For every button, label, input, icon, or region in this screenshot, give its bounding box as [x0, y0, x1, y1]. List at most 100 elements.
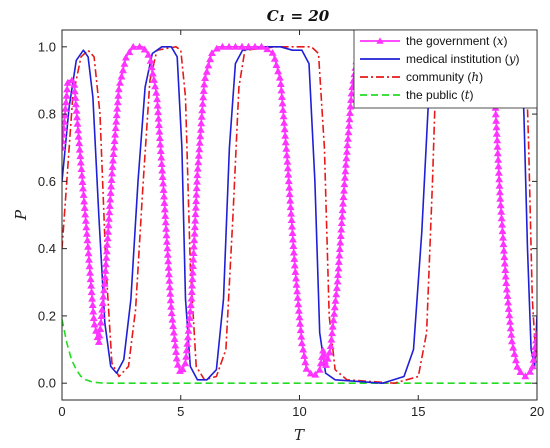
series-marker-government — [86, 268, 95, 276]
series-marker-government — [280, 125, 289, 133]
series-marker-government — [155, 121, 163, 129]
series-marker-government — [101, 273, 110, 281]
series-marker-government — [89, 307, 98, 315]
series-marker-government — [76, 152, 85, 160]
series-marker-government — [342, 154, 351, 162]
series-marker-government — [67, 76, 76, 84]
series-marker-government — [192, 197, 201, 205]
series-marker-government — [191, 203, 200, 211]
series-marker-government — [328, 329, 337, 337]
series-marker-government — [194, 158, 203, 166]
series-marker-government — [129, 42, 138, 50]
series-marker-government — [162, 237, 171, 245]
series-marker-government — [295, 313, 304, 321]
series-marker-government — [280, 118, 289, 126]
series-marker-government — [509, 343, 518, 351]
series-marker-government — [251, 42, 259, 50]
series-marker-government — [339, 199, 347, 207]
series-marker-government — [306, 369, 315, 377]
y-tick-label: 0.8 — [38, 107, 56, 122]
series-marker-government — [191, 210, 200, 218]
series-marker-government — [114, 85, 123, 93]
series-marker-government — [491, 110, 500, 118]
series-marker-government — [62, 124, 68, 132]
series-marker-government — [244, 42, 253, 50]
series-marker-government — [277, 86, 286, 94]
series-marker-government — [281, 131, 290, 139]
series-marker-government — [326, 342, 335, 349]
series-marker-government — [335, 245, 344, 252]
series-marker-government — [81, 216, 90, 224]
series-marker-government — [231, 42, 240, 50]
series-marker-government — [288, 222, 296, 230]
series-marker-government — [202, 67, 211, 75]
series-marker-government — [167, 302, 176, 310]
series-marker-government — [346, 102, 355, 110]
series-marker-government — [332, 290, 341, 298]
series-marker-government — [345, 115, 354, 123]
legend-marker-icon — [376, 37, 384, 44]
series-marker-government — [85, 255, 93, 263]
series-marker-government — [297, 339, 306, 347]
series-marker-government — [119, 66, 127, 74]
series-marker-government — [96, 325, 105, 332]
series-marker-government — [113, 104, 122, 112]
series-marker-government — [173, 360, 182, 368]
series-marker-government — [97, 312, 106, 319]
series-marker-government — [195, 145, 204, 153]
series-marker-government — [338, 212, 347, 220]
series-marker-government — [325, 348, 334, 356]
series-marker-government — [503, 292, 512, 299]
series-marker-government — [189, 262, 197, 269]
series-marker-government — [166, 289, 175, 297]
series-marker-government — [341, 167, 350, 175]
series-marker-government — [336, 232, 345, 239]
series-marker-government — [493, 149, 502, 157]
ticks-layer: 0 5 10 15 20 0.0 0.2 0.4 0.6 0.8 1.0 — [38, 30, 544, 419]
series-marker-government — [165, 283, 174, 291]
x-tick-label: 5 — [177, 404, 184, 419]
series-marker-government — [159, 186, 168, 193]
series-marker-government — [496, 201, 505, 209]
series-marker-government — [161, 218, 170, 226]
series-marker-government — [164, 263, 173, 271]
y-axis-title: P — [12, 209, 30, 221]
series-marker-government — [76, 158, 85, 166]
series-marker-government — [301, 358, 310, 366]
legend-label-the-government: the government (x) — [406, 34, 508, 48]
series-marker-government — [499, 233, 507, 241]
series-marker-government — [294, 300, 303, 308]
series-marker-government — [135, 42, 144, 50]
series-marker-government — [330, 309, 339, 317]
series-marker-government — [299, 345, 308, 353]
series-marker-government — [82, 229, 91, 237]
series-marker-government — [281, 138, 290, 146]
series-marker-government — [190, 236, 199, 244]
series-marker-government — [292, 280, 301, 288]
series-marker-government — [263, 45, 272, 53]
series-marker-government — [493, 142, 502, 150]
series-marker-government — [111, 124, 120, 132]
series-marker-government — [100, 286, 108, 294]
series-marker-government — [190, 229, 199, 237]
series-marker-government — [494, 162, 503, 170]
series-marker-government — [285, 183, 294, 191]
series-marker-government — [344, 128, 353, 136]
series-marker-government — [62, 143, 66, 151]
series-marker-government — [185, 314, 194, 321]
series-marker-government — [154, 114, 163, 122]
series-marker-government — [338, 206, 347, 214]
series-marker-government — [107, 182, 116, 190]
series-marker-government — [84, 242, 92, 250]
series-marker-government — [498, 220, 507, 228]
series-marker-government — [112, 117, 121, 125]
series-marker-government — [501, 266, 510, 273]
series-marker-government — [191, 216, 200, 224]
series-marker-government — [62, 98, 70, 106]
series-marker-government — [144, 50, 153, 58]
series-marker-government — [178, 365, 187, 373]
series-marker-government — [283, 164, 292, 172]
series-marker-government — [168, 315, 177, 323]
series-marker-government — [328, 322, 337, 330]
series-marker-government — [293, 287, 302, 295]
